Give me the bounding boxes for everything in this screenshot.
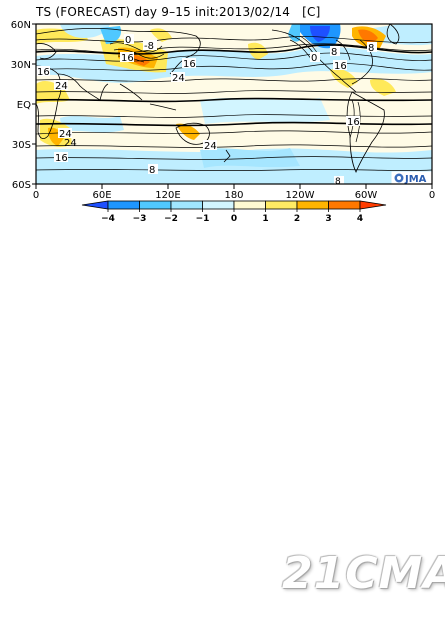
colorbar-swatch xyxy=(81,200,109,210)
lon-label: 120E xyxy=(155,190,180,201)
colorbar-swatch xyxy=(296,200,329,210)
contour-label: 0 xyxy=(310,52,320,64)
lat-label: EQ xyxy=(17,100,31,111)
page-title: TS (FORECAST) day 9–15 init:2013/02/14 [… xyxy=(36,5,321,19)
lat-label: 30S xyxy=(12,140,31,151)
contour-label: 8 xyxy=(330,46,340,58)
contour-label: -8 xyxy=(143,40,157,52)
svg-text:0: 0 xyxy=(125,35,131,46)
colorbar-tick-label: −4 xyxy=(101,214,115,224)
colorbar-tick-label: 1 xyxy=(262,214,268,224)
svg-text:-8: -8 xyxy=(144,41,154,52)
contour-label: 16 xyxy=(36,66,50,78)
svg-text:16: 16 xyxy=(334,61,347,72)
svg-text:8: 8 xyxy=(331,47,337,58)
colorbar-swatch xyxy=(359,200,387,210)
svg-text:16: 16 xyxy=(347,117,360,128)
svg-text:8: 8 xyxy=(335,177,341,187)
bold-contours xyxy=(36,44,432,127)
svg-text:16: 16 xyxy=(183,59,196,70)
colorbar-swatch xyxy=(265,200,298,210)
lon-label: 0 xyxy=(429,190,435,201)
svg-text:24: 24 xyxy=(204,141,217,152)
contour-label: 24 xyxy=(171,72,185,84)
colorbar-swatch xyxy=(170,200,203,210)
svg-text:8: 8 xyxy=(368,43,374,54)
colorbar-tick-label: 0 xyxy=(231,214,237,224)
colorbar-swatch xyxy=(139,200,172,210)
colorbar-tick-label: −1 xyxy=(196,214,210,224)
contour-label: 8 xyxy=(367,42,377,54)
svg-text:24: 24 xyxy=(59,129,72,140)
svg-text:16: 16 xyxy=(37,67,50,78)
colorbar-tick-label: 2 xyxy=(294,214,300,224)
watermark: 21CMA xyxy=(282,548,445,599)
jma-logo: JMA xyxy=(391,171,433,185)
contour-label: 24 xyxy=(64,138,77,149)
svg-text:0: 0 xyxy=(311,53,317,64)
colorbar-swatch xyxy=(328,200,361,210)
contour-label: 16 xyxy=(182,58,196,70)
contour-label: 24 xyxy=(54,80,68,92)
colorbar-tick-label: −2 xyxy=(164,214,178,224)
lat-label: 60S xyxy=(12,180,31,191)
contour-label xyxy=(90,40,100,50)
colorbar-tick-label: 3 xyxy=(325,214,331,224)
svg-text:16: 16 xyxy=(121,53,134,64)
colorbar: −4 −3 −2 −1 0 1 2 3 4 xyxy=(81,200,387,224)
contour-label: 16 xyxy=(54,152,68,164)
lon-label: 120W xyxy=(286,190,315,201)
contour-label: 24 xyxy=(58,128,72,140)
lat-label: 60N xyxy=(11,20,31,31)
lon-label: 180 xyxy=(224,190,243,201)
latitude-axis: 60N 30N EQ 30S 60S xyxy=(11,20,36,191)
title-text: TS (FORECAST) day 9–15 init:2013/02/14 xyxy=(36,5,291,19)
contour-label: 0 xyxy=(124,34,134,46)
title-unit: [C] xyxy=(302,5,321,19)
lon-label: 0 xyxy=(33,190,39,201)
colorbar-tick-label: 4 xyxy=(357,214,363,224)
lat-label: 30N xyxy=(11,60,31,71)
contour-label: 16 xyxy=(120,52,134,64)
contour-label xyxy=(334,62,348,72)
contour-label: 8 xyxy=(334,176,344,187)
longitude-axis: 0 60E 120E 180 120W 60W 0 xyxy=(33,184,435,201)
colorbar-swatch xyxy=(202,200,235,210)
svg-text:24: 24 xyxy=(55,81,68,92)
svg-text:8: 8 xyxy=(149,165,155,176)
lon-label: 60W xyxy=(355,190,378,201)
contour-label: 16 xyxy=(333,60,347,72)
contour-label: 24 xyxy=(203,140,217,152)
contour-label-group: -8 0 8 16 24 16 24 16 24 16 8 8 8 0 16 2… xyxy=(36,34,377,187)
svg-text:16: 16 xyxy=(55,153,68,164)
contour-label: 8 xyxy=(148,164,158,176)
lon-label: 60E xyxy=(92,190,111,201)
colorbar-swatch xyxy=(107,200,140,210)
svg-text:24: 24 xyxy=(64,138,77,149)
svg-text:JMA: JMA xyxy=(404,174,427,185)
colorbar-swatch xyxy=(233,200,266,210)
contour-label: 16 xyxy=(346,116,360,128)
colorbar-tick-label: −3 xyxy=(133,214,147,224)
svg-text:24: 24 xyxy=(172,73,185,84)
